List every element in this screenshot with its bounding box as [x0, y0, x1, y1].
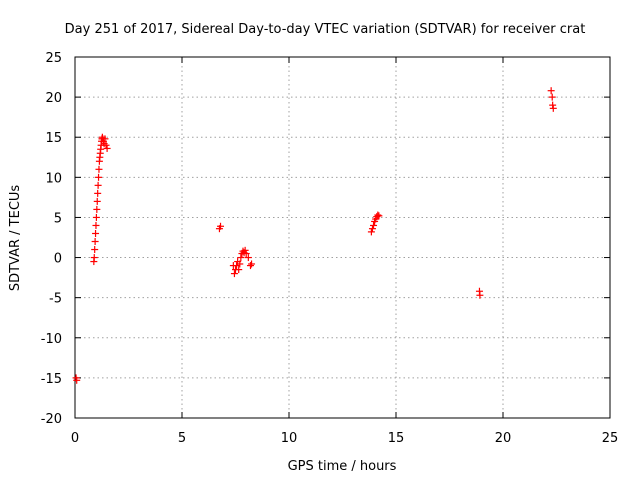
data-point	[73, 376, 81, 384]
data-point	[217, 222, 225, 230]
data-point	[230, 270, 238, 278]
data-point	[95, 173, 103, 181]
chart-title: Day 251 of 2017, Sidereal Day-to-day VTE…	[65, 22, 586, 37]
data-point	[91, 246, 99, 254]
x-axis-label: GPS time / hours	[288, 459, 397, 474]
data-point	[236, 260, 244, 268]
x-tick-label: 15	[388, 431, 405, 446]
y-axis-label: SDTVAR / TECUs	[8, 185, 23, 292]
data-point	[94, 181, 102, 189]
data-point	[244, 254, 252, 262]
data-point	[374, 211, 382, 219]
data-point	[93, 205, 101, 213]
data-point	[368, 225, 376, 233]
y-tick-label: -10	[41, 332, 62, 347]
grid-lines	[75, 57, 610, 418]
data-point	[367, 228, 375, 236]
data-point	[102, 141, 110, 149]
data-point	[101, 135, 109, 143]
data-point	[94, 189, 102, 197]
x-tick-label: 20	[495, 431, 512, 446]
data-point	[92, 213, 100, 221]
y-tick-label: -5	[49, 292, 62, 307]
data-point	[237, 254, 245, 262]
data-point	[241, 246, 249, 254]
data-point	[242, 250, 250, 258]
data-point	[235, 266, 243, 274]
data-point	[103, 144, 111, 152]
x-tick-label: 25	[602, 431, 619, 446]
data-points	[72, 87, 557, 384]
data-point	[476, 291, 484, 299]
data-point	[248, 260, 256, 268]
data-point	[549, 101, 557, 109]
tick-labels: 0 5 10 15 20 25 -20 -15 -10 -5 0 5 10 15 20 25	[41, 51, 619, 446]
plot-frame	[74, 56, 611, 419]
data-point	[548, 93, 556, 101]
x-tick-label: 5	[178, 431, 186, 446]
data-point	[547, 87, 555, 95]
y-tick-label: 0	[54, 252, 62, 267]
data-point	[375, 212, 383, 220]
data-point	[93, 197, 101, 205]
x-tick-label: 0	[71, 431, 79, 446]
data-point	[92, 229, 100, 237]
data-point	[370, 221, 378, 229]
data-point	[95, 165, 103, 173]
x-tick-label: 10	[281, 431, 298, 446]
data-point	[549, 104, 557, 112]
data-point	[246, 262, 254, 270]
y-tick-label: 10	[45, 171, 62, 186]
y-tick-label: 20	[45, 91, 62, 106]
y-tick-label: 25	[45, 51, 62, 66]
axis-ticks	[74, 56, 611, 419]
y-tick-label: -20	[41, 412, 62, 427]
y-tick-label: 5	[54, 211, 62, 226]
data-point	[233, 262, 241, 270]
data-point	[90, 254, 98, 262]
y-tick-label: 15	[45, 131, 62, 146]
data-point	[91, 238, 99, 246]
y-tick-label: -15	[41, 372, 62, 387]
data-point	[92, 221, 100, 229]
